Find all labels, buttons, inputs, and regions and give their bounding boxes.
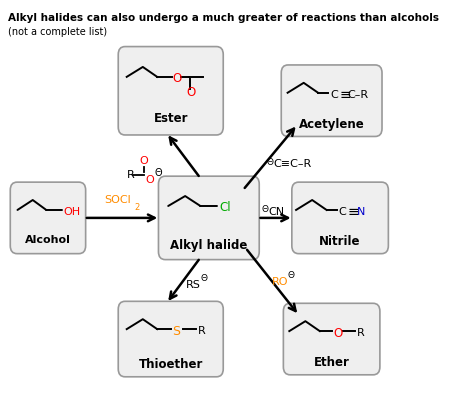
Text: Thioether: Thioether — [138, 358, 203, 371]
Text: Cl: Cl — [219, 201, 231, 215]
Text: O: O — [173, 72, 182, 85]
Text: C–R: C–R — [348, 90, 369, 100]
Text: OH: OH — [63, 207, 80, 217]
FancyBboxPatch shape — [283, 303, 380, 375]
Text: ≡: ≡ — [339, 88, 351, 102]
Text: RS: RS — [186, 280, 201, 290]
FancyBboxPatch shape — [281, 65, 382, 136]
Text: Alkyl halides can also undergo a much greater of reactions than alcohols: Alkyl halides can also undergo a much gr… — [8, 13, 439, 23]
Text: R: R — [198, 326, 206, 336]
Text: Θ: Θ — [155, 168, 162, 178]
Text: O: O — [333, 326, 343, 340]
Text: 2: 2 — [134, 203, 139, 213]
Text: Ester: Ester — [154, 112, 188, 125]
FancyBboxPatch shape — [118, 301, 223, 377]
FancyBboxPatch shape — [292, 182, 388, 254]
Text: Alcohol: Alcohol — [25, 235, 71, 245]
Text: (not a complete list): (not a complete list) — [8, 27, 107, 37]
Text: ≡: ≡ — [348, 205, 359, 219]
Text: Θ: Θ — [288, 271, 295, 280]
Text: Alkyl halide: Alkyl halide — [170, 239, 247, 252]
Text: Θ: Θ — [266, 158, 273, 167]
Text: Ether: Ether — [314, 356, 349, 369]
Text: CN: CN — [268, 207, 284, 217]
Text: S: S — [173, 325, 181, 338]
Text: R: R — [127, 170, 135, 180]
Text: O: O — [146, 175, 154, 185]
Text: C: C — [338, 207, 346, 217]
Text: O: O — [139, 156, 148, 166]
Text: Θ: Θ — [201, 274, 208, 283]
Text: C: C — [330, 90, 337, 100]
FancyBboxPatch shape — [118, 47, 223, 135]
Text: N: N — [357, 207, 365, 217]
FancyBboxPatch shape — [158, 176, 259, 260]
Text: C≡C–R: C≡C–R — [273, 159, 311, 169]
Text: Acetylene: Acetylene — [299, 118, 365, 131]
Text: RO: RO — [273, 277, 289, 288]
Text: O: O — [186, 86, 195, 99]
Text: Nitrile: Nitrile — [319, 235, 361, 248]
Text: R: R — [357, 328, 365, 338]
FancyBboxPatch shape — [10, 182, 86, 254]
Text: Θ: Θ — [261, 205, 268, 215]
Text: SOCl: SOCl — [104, 195, 131, 205]
